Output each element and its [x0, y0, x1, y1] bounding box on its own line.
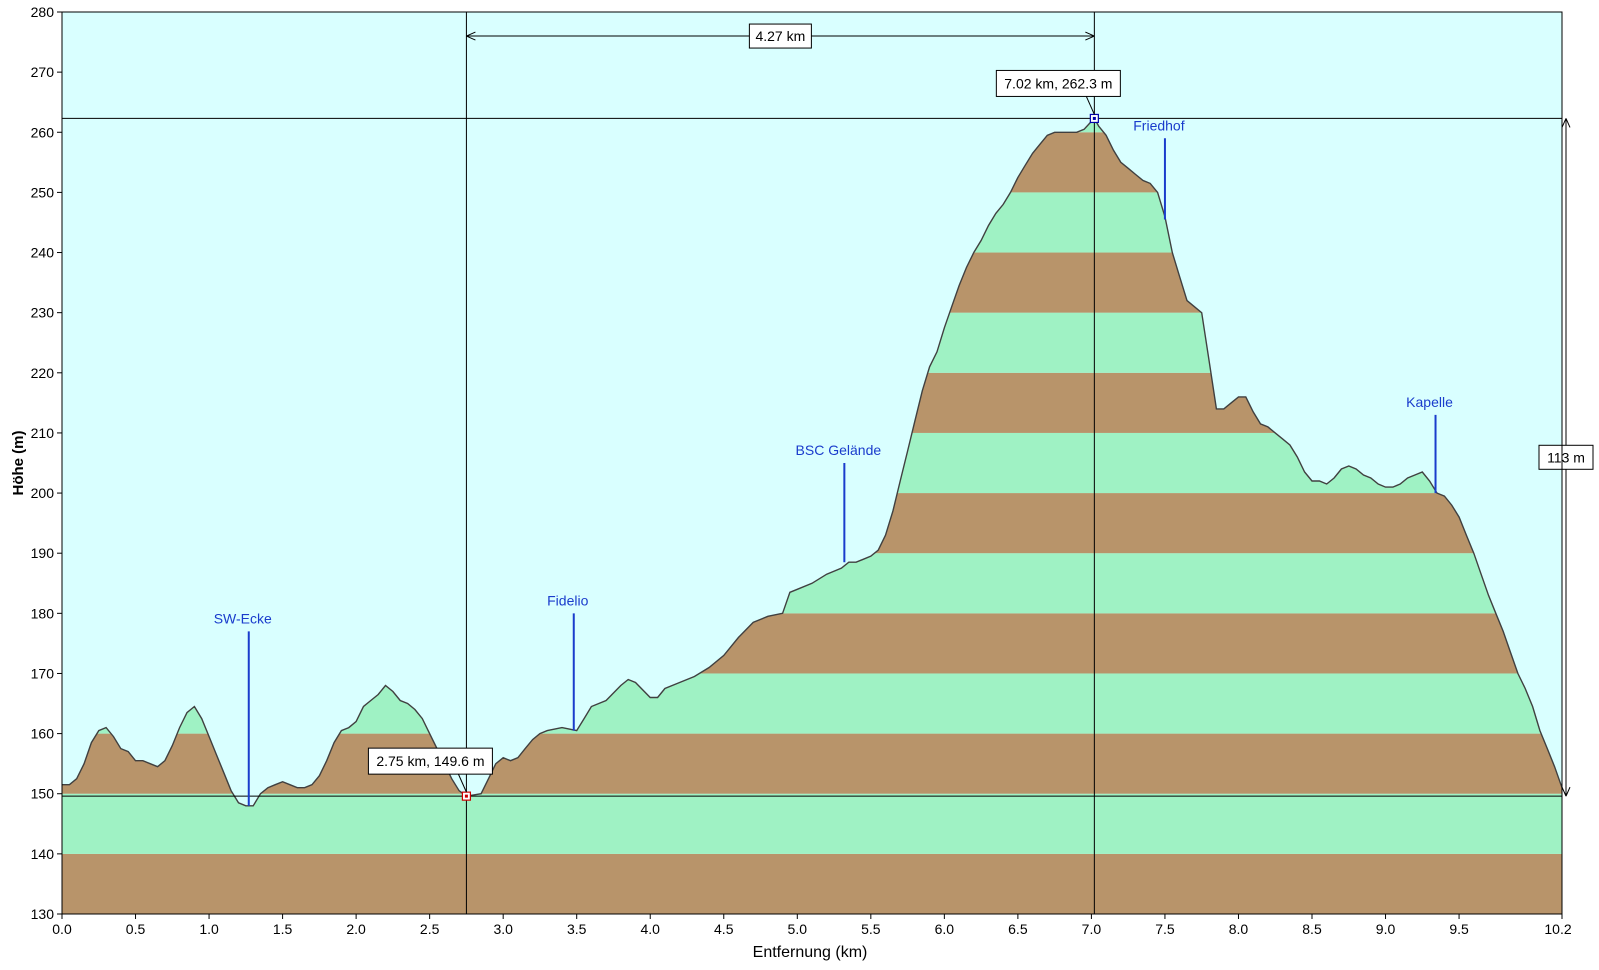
- crosshair-lines: [62, 12, 1562, 914]
- y-tick-label-170: 170: [31, 665, 55, 681]
- marker-label-box-0: [367, 747, 493, 775]
- x-tick-label-4: 2.0: [346, 921, 366, 937]
- y-tick-label-260: 260: [31, 124, 55, 140]
- x-tick-label-10: 5.0: [788, 921, 808, 937]
- y-tick-label-220: 220: [31, 365, 55, 381]
- distance-label-box: [748, 23, 812, 49]
- y-tick-label-230: 230: [31, 305, 55, 321]
- poi-label-0: SW-Ecke: [214, 610, 272, 626]
- y-axis-ticks: 130 140 150 160 170 180 190 200 210 220 230 240 250 2…: [31, 4, 62, 922]
- x-tick-label-0: 0.0: [52, 921, 72, 937]
- marker-leader-0: [457, 773, 467, 793]
- x-tick-label-18: 9.0: [1376, 921, 1396, 937]
- poi-label-1: Fidelio: [547, 592, 588, 608]
- y-tick-label-200: 200: [31, 485, 55, 501]
- band-140: [62, 793, 1562, 854]
- height-arrow-bottom: [1561, 786, 1571, 797]
- band-130: [62, 853, 1562, 914]
- y-tick-label-160: 160: [31, 726, 55, 742]
- x-tick-label-13: 6.5: [1008, 921, 1028, 937]
- x-tick-label-12: 6.0: [935, 921, 955, 937]
- height-arrow-top: [1561, 118, 1571, 128]
- distance-arrow-left: [466, 31, 476, 41]
- y-tick-label-250: 250: [31, 184, 55, 200]
- profile-outline: [62, 117, 1563, 807]
- marker-dot-0: [464, 794, 468, 798]
- poi-label-3: Friedhof: [1133, 117, 1184, 133]
- poi-annotations: SW-Ecke Fidelio BSC Gelände Friedhof Kapelle: [214, 117, 1453, 806]
- y-axis-title: Höhe (m): [10, 431, 27, 496]
- y-tick-label-270: 270: [31, 64, 55, 80]
- x-tick-label-8: 4.0: [641, 921, 661, 937]
- x-axis-ticks: 0.0 0.5 1.0 1.5 2.0 2.5 3.0 3.5 4.0 4.5 5.0 5.5 6.0 6…: [52, 914, 1572, 937]
- x-tick-label-17: 8.5: [1302, 921, 1322, 937]
- y-tick-label-150: 150: [31, 786, 55, 802]
- x-tick-label-20: 10.2: [1544, 921, 1571, 937]
- x-tick-label-14: 7.0: [1082, 921, 1102, 937]
- y-tick-label-180: 180: [31, 605, 55, 621]
- distance-label: 4.27 km: [755, 28, 805, 44]
- x-tick-label-11: 5.5: [861, 921, 881, 937]
- x-tick-label-15: 7.5: [1155, 921, 1175, 937]
- marker-label-0: 2.75 km, 149.6 m: [376, 753, 484, 769]
- x-tick-label-2: 1.0: [199, 921, 219, 937]
- x-tick-label-7: 3.5: [567, 921, 587, 937]
- y-tick-label-280: 280: [31, 4, 55, 20]
- plot-frame: [61, 11, 1563, 915]
- x-tick-label-9: 4.5: [714, 921, 734, 937]
- distance-arrow-right: [1085, 31, 1095, 41]
- marker-leader-1: [1085, 96, 1095, 115]
- x-tick-label-3: 1.5: [273, 921, 293, 937]
- poi-label-2: BSC Gelände: [796, 442, 882, 458]
- x-tick-label-16: 8.0: [1229, 921, 1249, 937]
- marker-dot-1: [1092, 116, 1096, 120]
- marker-label-1: 7.02 km, 262.3 m: [1004, 75, 1112, 91]
- x-tick-label-5: 2.5: [420, 921, 440, 937]
- marker-label-box-1: [995, 69, 1121, 97]
- x-tick-label-19: 9.5: [1449, 921, 1469, 937]
- y-tick-label-140: 140: [31, 846, 55, 862]
- height-label-box: [1538, 444, 1594, 470]
- height-label: 113 m: [1547, 449, 1585, 465]
- poi-label-4: Kapelle: [1406, 394, 1453, 410]
- measurement-annotations: 2.75 km, 149.6 m 7.02 km, 262.3 m 4.27 km 1…: [367, 23, 1594, 801]
- y-tick-label-190: 190: [31, 545, 55, 561]
- x-tick-label-6: 3.0: [493, 921, 513, 937]
- x-axis-title: Entfernung (km): [753, 944, 868, 961]
- y-tick-label-130: 130: [31, 906, 55, 922]
- y-tick-label-240: 240: [31, 245, 55, 261]
- y-tick-label-210: 210: [31, 425, 55, 441]
- x-tick-label-1: 0.5: [126, 921, 146, 937]
